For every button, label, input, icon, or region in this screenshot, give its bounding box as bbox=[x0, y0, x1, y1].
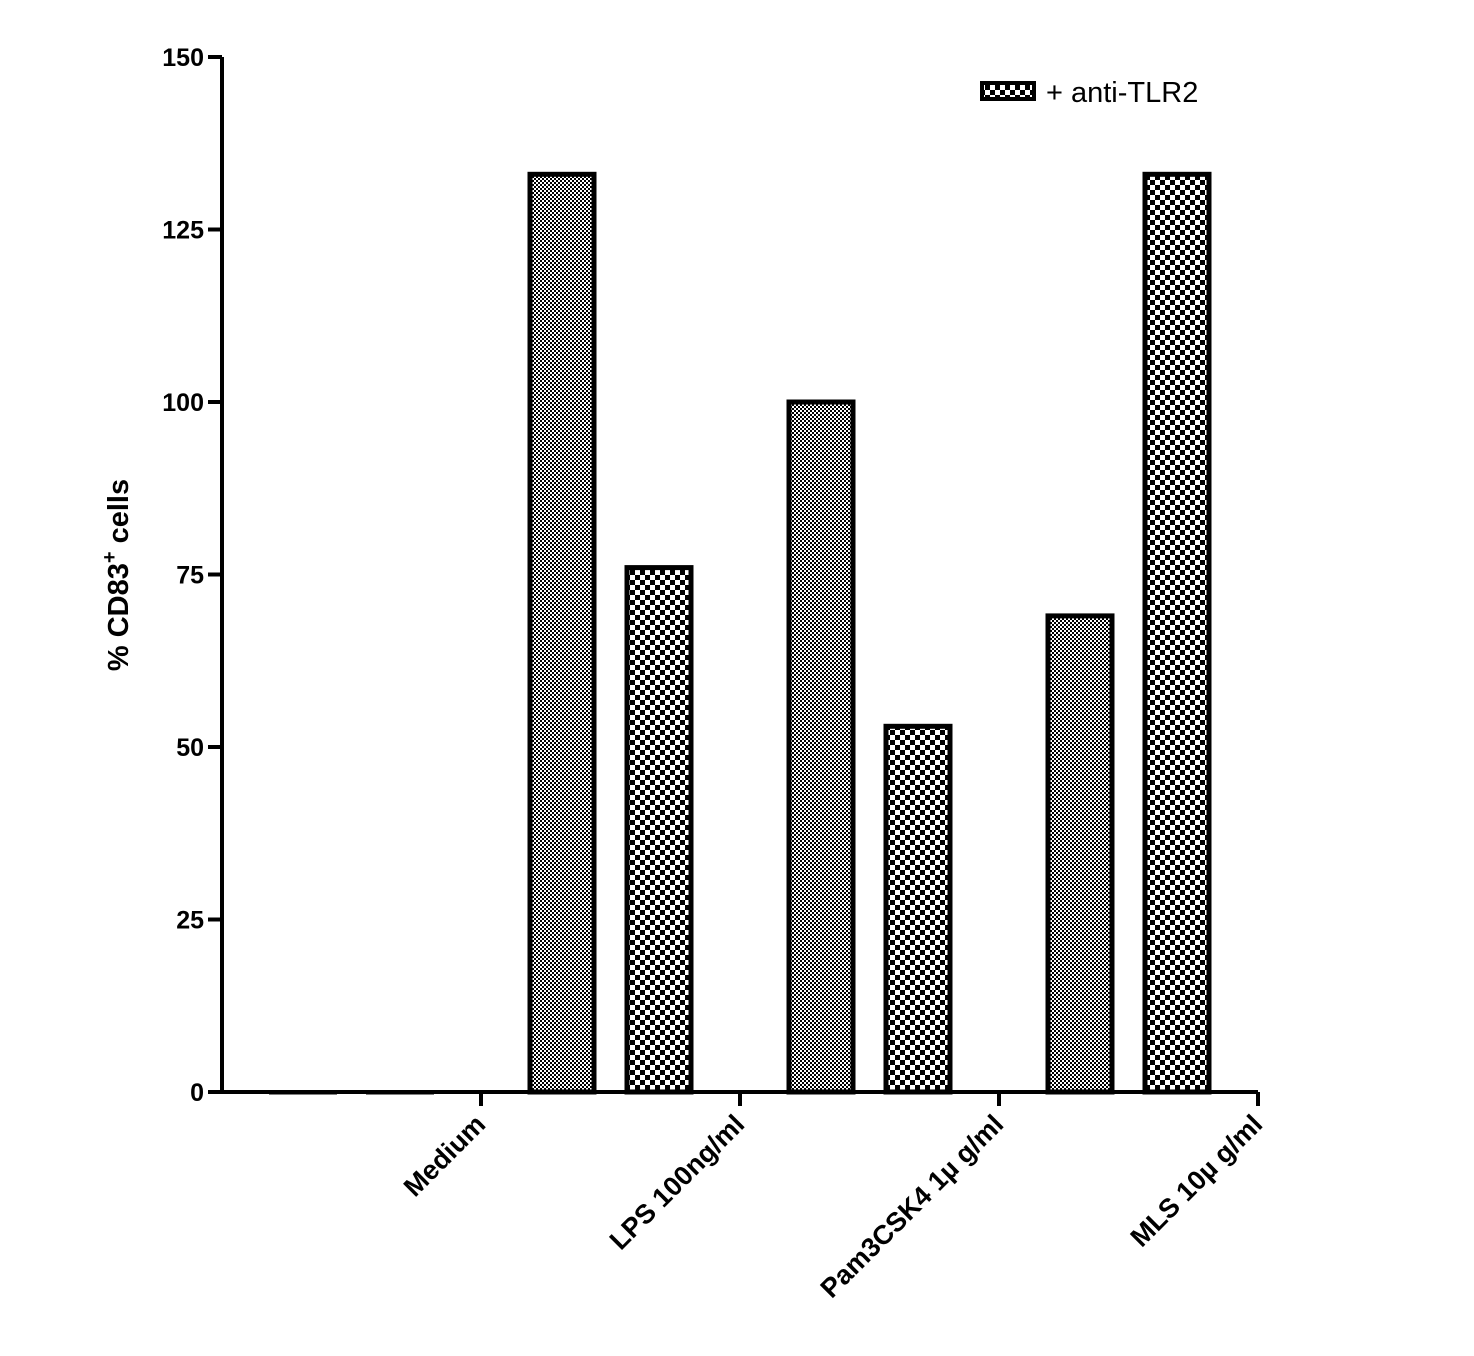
legend-swatch bbox=[980, 81, 1036, 101]
bar-series1 bbox=[1045, 613, 1115, 1095]
y-tick-label: 75 bbox=[176, 562, 204, 590]
bar-series2 bbox=[883, 723, 953, 1095]
y-tick-label: 50 bbox=[176, 734, 204, 762]
x-category-label: Pam3CSK4 1µ g/ml bbox=[815, 1109, 1010, 1304]
y-ticks-group: 0 25 50 75 100 125 150 bbox=[162, 44, 222, 1107]
bar-series2 bbox=[624, 565, 694, 1095]
bar-series2 bbox=[1142, 171, 1212, 1095]
bar-series1 bbox=[527, 171, 597, 1095]
x-category-label: Medium bbox=[398, 1109, 491, 1202]
y-tick-label: 25 bbox=[176, 907, 204, 935]
y-tick-label: 150 bbox=[162, 44, 204, 72]
legend-label: + anti-TLR2 bbox=[1046, 77, 1198, 109]
y-axis-title: % CD83+ cells bbox=[99, 479, 135, 671]
x-category-label: LPS 100ng/ml bbox=[604, 1109, 750, 1255]
x-ticks-group: Medium LPS 100ng/ml Pam3CSK4 1µ g/ml MLS 10… bbox=[398, 1092, 1268, 1304]
legend: + anti-TLR2 bbox=[980, 77, 1198, 109]
y-tick-label: 125 bbox=[162, 217, 204, 245]
bars-group bbox=[269, 171, 1212, 1095]
y-tick-label: 0 bbox=[190, 1079, 204, 1107]
x-category-label: MLS 10µ g/ml bbox=[1125, 1109, 1269, 1253]
bar-series1 bbox=[786, 399, 856, 1095]
y-tick-label: 100 bbox=[162, 389, 204, 417]
